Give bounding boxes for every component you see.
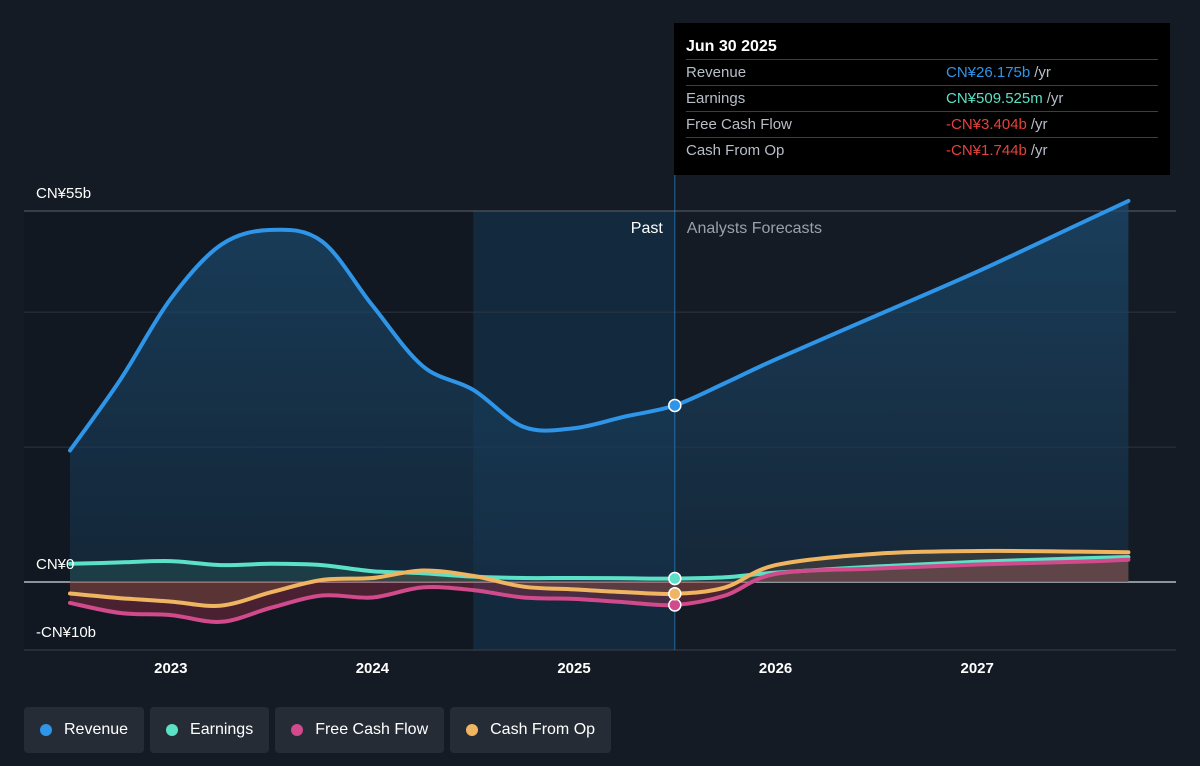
legend-dot-icon [40, 724, 52, 736]
tooltip-value: -CN¥3.404b [946, 116, 1027, 133]
tooltip-row: Free Cash Flow -CN¥3.404b/yr [686, 111, 1158, 137]
tooltip-row: Revenue CN¥26.175b/yr [686, 59, 1158, 85]
legend-item-revenue[interactable]: Revenue [24, 707, 145, 753]
tooltip-date: Jun 30 2025 [686, 38, 777, 55]
forecast-label: Analysts Forecasts [687, 220, 822, 237]
legend-item-cash-from-op[interactable]: Cash From Op [450, 707, 612, 753]
tooltip-value: CN¥509.525m [946, 90, 1043, 107]
x-tick-label: 2026 [759, 660, 792, 677]
legend-item-earnings[interactable]: Earnings [150, 707, 270, 753]
legend-label: Cash From Op [490, 721, 596, 738]
earnings-line [68, 555, 1131, 581]
tooltip-unit: /yr [1034, 64, 1051, 81]
tooltip-row: Cash From Op -CN¥1.744b/yr [686, 137, 1158, 163]
legend-label: Free Cash Flow [315, 721, 429, 738]
tooltip-unit: /yr [1030, 116, 1048, 133]
tooltip-label: Cash From Op [686, 142, 785, 159]
y-tick-label: -CN¥10b [36, 624, 96, 641]
legend-item-free-cash-flow[interactable]: Free Cash Flow [275, 707, 445, 753]
tooltip-row: Earnings CN¥509.525m/yr [686, 85, 1158, 111]
tooltip-label: Free Cash Flow [686, 116, 792, 133]
tooltip-value: CN¥26.175b [946, 64, 1031, 81]
legend-label: Revenue [64, 721, 129, 738]
revenue-line [68, 198, 1131, 453]
legend-label: Earnings [190, 721, 254, 738]
cash-from-op-marker [668, 587, 682, 601]
free-cash-flow-line [68, 557, 1131, 624]
revenue-area [70, 200, 1129, 582]
cash-from-op-area [70, 550, 1129, 606]
x-tick-label: 2024 [356, 660, 390, 677]
financial-chart: CN¥55b CN¥0 -CN¥10b 2023 2024 2025 2026 2027 Pas… [24, 175, 1176, 677]
tooltip-value: -CN¥1.744b [946, 142, 1027, 159]
past-label: Past [631, 220, 664, 237]
chart-legend: Revenue Earnings Free Cash Flow Cash From O… [24, 707, 612, 753]
tooltip-unit: /yr [1030, 142, 1048, 159]
x-tick-label: 2027 [961, 660, 994, 677]
legend-dot-icon [166, 724, 179, 736]
earnings-area [70, 557, 1129, 582]
x-tick-label: 2023 [154, 660, 187, 677]
tooltip-label: Revenue [686, 64, 747, 81]
data-tooltip: Jun 30 2025 Revenue CN¥26.175b/yr Earnings… [674, 23, 1170, 175]
tooltip-unit: /yr [1046, 90, 1064, 107]
y-tick-label: CN¥0 [36, 556, 74, 573]
revenue-marker [668, 398, 682, 413]
cash-from-op-line [68, 548, 1131, 608]
tooltip-label: Earnings [686, 90, 746, 107]
free-cash-flow-marker [668, 598, 682, 612]
x-tick-label: 2025 [557, 660, 590, 677]
legend-dot-icon [466, 724, 479, 736]
legend-dot-icon [291, 724, 304, 736]
y-tick-label: CN¥55b [36, 185, 91, 202]
earnings-marker [668, 571, 682, 586]
